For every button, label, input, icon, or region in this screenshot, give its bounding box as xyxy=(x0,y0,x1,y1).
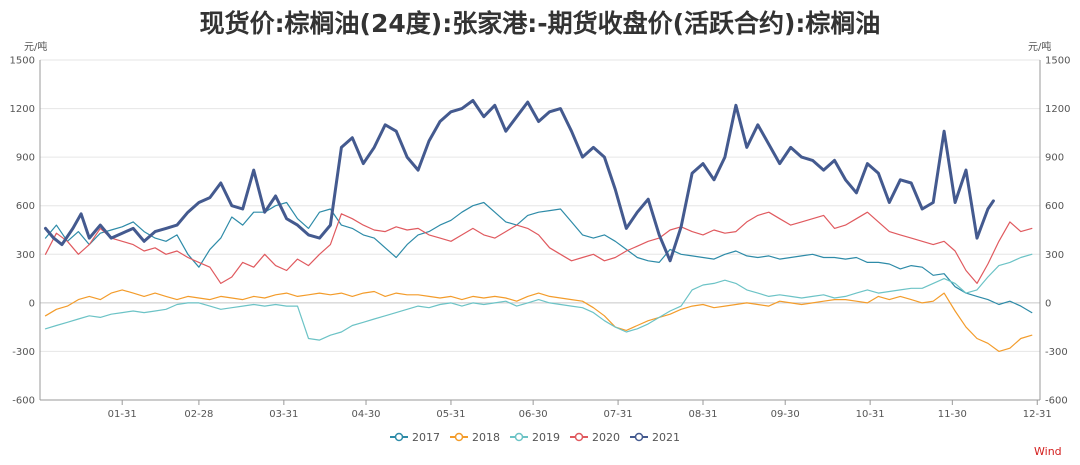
source-label: Wind xyxy=(1034,445,1062,458)
series-line-2019 xyxy=(44,253,1033,341)
x-tick-11: 12-31 xyxy=(1023,409,1052,420)
y-unit-right: 元/吨 xyxy=(1028,40,1051,53)
y-tick-right-6: 1200 xyxy=(1045,104,1070,115)
y-tick-right-4: 600 xyxy=(1045,201,1064,212)
y-tick-left-6: 1200 xyxy=(10,104,35,115)
legend-swatch-marker-2018 xyxy=(454,432,464,442)
chart-title: 现货价:棕榈油(24度):张家港:-期货收盘价(活跃合约):棕榈油 xyxy=(199,9,881,38)
y-tick-left-0: -600 xyxy=(12,396,35,407)
legend-label-2017: 2017 xyxy=(412,431,440,444)
legend-label-2018: 2018 xyxy=(472,431,500,444)
x-tick-2: 03-31 xyxy=(269,409,298,420)
legend-label-2021: 2021 xyxy=(652,431,680,444)
x-tick-3: 04-30 xyxy=(351,409,380,420)
y-tick-right-0: -600 xyxy=(1045,396,1068,407)
series-layer xyxy=(44,99,1033,352)
axis-layer: -600 -600 -300 -300 0 0 300 300 600 600 900 900 1200… xyxy=(10,56,1071,421)
x-tick-4: 05-31 xyxy=(436,409,465,420)
series-line-2017 xyxy=(44,201,1033,314)
series-line-2020 xyxy=(44,211,1033,284)
legend-swatch-marker-2021 xyxy=(634,432,644,442)
x-tick-7: 08-31 xyxy=(688,409,717,420)
grid-layer xyxy=(40,59,1040,401)
legend-item-2021[interactable]: 2021 xyxy=(630,431,680,444)
legend-label-2020: 2020 xyxy=(592,431,620,444)
x-tick-1: 02-28 xyxy=(184,409,213,420)
y-unit-left: 元/吨 xyxy=(24,40,47,53)
legend-swatch-marker-2019 xyxy=(514,432,524,442)
x-tick-9: 10-31 xyxy=(856,409,885,420)
legend-item-2017[interactable]: 2017 xyxy=(390,431,440,444)
y-tick-left-2: 0 xyxy=(29,298,35,309)
y-tick-left-5: 900 xyxy=(16,153,35,164)
y-tick-right-3: 300 xyxy=(1045,250,1064,261)
series-line-2018 xyxy=(44,289,1033,352)
y-tick-left-1: -300 xyxy=(12,347,35,358)
x-tick-8: 09-30 xyxy=(771,409,800,420)
y-tick-left-7: 1500 xyxy=(10,56,35,67)
y-tick-right-7: 1500 xyxy=(1045,56,1070,67)
y-tick-left-4: 600 xyxy=(16,201,35,212)
legend-item-2020[interactable]: 2020 xyxy=(570,431,620,444)
y-tick-right-2: 0 xyxy=(1045,298,1051,309)
x-tick-0: 01-31 xyxy=(108,409,137,420)
x-tick-5: 06-30 xyxy=(519,409,548,420)
series-line-2021 xyxy=(44,99,995,263)
y-tick-left-3: 300 xyxy=(16,250,35,261)
legend-item-2019[interactable]: 2019 xyxy=(510,431,560,444)
legend-label-2019: 2019 xyxy=(532,431,560,444)
legend-swatch-marker-2017 xyxy=(394,432,404,442)
y-tick-right-5: 900 xyxy=(1045,153,1064,164)
legend-item-2018[interactable]: 2018 xyxy=(450,431,500,444)
y-tick-right-1: -300 xyxy=(1045,347,1068,358)
x-tick-10: 11-30 xyxy=(938,409,967,420)
legend-swatch-marker-2020 xyxy=(574,432,584,442)
legend[interactable]: 2017 2018 2019 2020 2021 xyxy=(390,431,680,444)
x-tick-6: 07-31 xyxy=(604,409,633,420)
